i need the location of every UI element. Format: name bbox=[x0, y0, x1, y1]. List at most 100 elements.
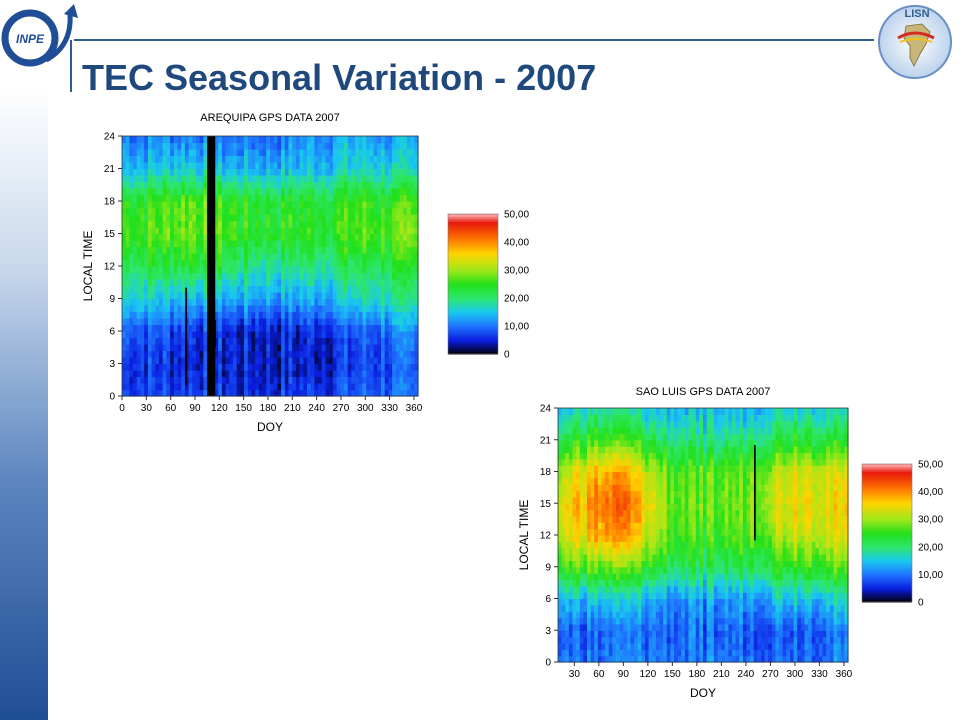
heatmap-cell bbox=[699, 535, 704, 542]
heatmap-cell bbox=[247, 227, 253, 235]
heatmap-cell bbox=[369, 259, 375, 267]
heatmap-cell bbox=[403, 142, 408, 150]
heatmap-cell bbox=[299, 214, 304, 222]
heatmap-cell bbox=[218, 142, 223, 150]
heatmap-cell bbox=[587, 408, 592, 415]
heatmap-cell bbox=[192, 194, 197, 202]
heatmap-cell bbox=[192, 266, 197, 274]
heatmap-cell bbox=[258, 292, 264, 300]
lisn-logo: LISN bbox=[878, 5, 952, 79]
heatmap-cell bbox=[203, 233, 208, 241]
heatmap-cell bbox=[336, 331, 341, 339]
heatmap-cell bbox=[612, 573, 617, 581]
heatmap-cell bbox=[188, 370, 193, 378]
heatmap-cell bbox=[681, 623, 686, 631]
heatmap-cell bbox=[648, 477, 653, 485]
heatmap-cell bbox=[192, 370, 197, 378]
heatmap-cell bbox=[270, 162, 275, 170]
heatmap-cell bbox=[601, 579, 606, 587]
heatmap-cell bbox=[240, 331, 245, 339]
heatmap-cell bbox=[144, 266, 149, 274]
heatmap-cell bbox=[347, 389, 352, 397]
heatmap-cell bbox=[565, 585, 570, 593]
heatmap-cell bbox=[406, 194, 412, 202]
heatmap-cell bbox=[641, 458, 646, 466]
heatmap-cell bbox=[136, 240, 142, 248]
heatmap-cell bbox=[262, 324, 267, 332]
heatmap-cell bbox=[295, 168, 301, 176]
heatmap-cell bbox=[173, 266, 179, 274]
heatmap-cell bbox=[151, 201, 156, 209]
heatmap-cell bbox=[381, 350, 386, 358]
heatmap-cell bbox=[674, 509, 679, 517]
heatmap-cell bbox=[299, 155, 304, 163]
heatmap-cell bbox=[196, 344, 201, 352]
heatmap-cell bbox=[358, 168, 364, 176]
heatmap-cell bbox=[347, 305, 352, 313]
heatmap-cell bbox=[229, 227, 234, 235]
heatmap-cell bbox=[307, 181, 312, 189]
heatmap-cell bbox=[159, 259, 164, 267]
heatmap-cell bbox=[199, 376, 204, 384]
heatmap-cell bbox=[251, 279, 256, 287]
heatmap-cell bbox=[619, 420, 624, 428]
heatmap-cell bbox=[645, 585, 650, 593]
heatmap-cell bbox=[576, 414, 581, 422]
heatmap-cell bbox=[366, 285, 371, 293]
heatmap-cell bbox=[192, 207, 197, 215]
heatmap-cell bbox=[299, 181, 304, 189]
heatmap-cell bbox=[159, 363, 164, 371]
heatmap-cell bbox=[388, 266, 393, 274]
heatmap-cell bbox=[634, 541, 639, 549]
heatmap-cell bbox=[616, 630, 621, 638]
heatmap-cell bbox=[601, 414, 606, 422]
heatmap-cell bbox=[399, 279, 404, 287]
heatmap-cell bbox=[399, 266, 404, 274]
heatmap-cell bbox=[147, 389, 153, 397]
heatmap-cell bbox=[355, 168, 360, 176]
heatmap-cell bbox=[670, 458, 675, 466]
heatmap-cell bbox=[273, 305, 278, 313]
heatmap-cell bbox=[576, 471, 581, 479]
heatmap-cell bbox=[340, 142, 345, 150]
y-tick-label: 21 bbox=[104, 164, 116, 175]
heatmap-cell bbox=[307, 142, 312, 150]
heatmap-cell bbox=[181, 168, 186, 176]
heatmap-cell bbox=[641, 573, 646, 581]
heatmap-cell bbox=[192, 324, 197, 332]
heatmap-cell bbox=[351, 285, 356, 293]
heatmap-cell bbox=[251, 266, 256, 274]
heatmap-cell bbox=[377, 220, 382, 228]
heatmap-cell bbox=[181, 350, 186, 358]
heatmap-cell bbox=[236, 298, 241, 306]
colorbar-swatch bbox=[448, 216, 498, 220]
heatmap-cell bbox=[703, 623, 708, 631]
heatmap-cell bbox=[310, 331, 315, 339]
heatmap-cell bbox=[695, 490, 700, 498]
heatmap-cell bbox=[663, 503, 668, 511]
heatmap-cell bbox=[706, 598, 711, 606]
heatmap-cell bbox=[373, 331, 378, 339]
heatmap-cell bbox=[634, 439, 639, 447]
heatmap-cell bbox=[605, 515, 610, 523]
heatmap-cell bbox=[299, 298, 304, 306]
heatmap-cell bbox=[561, 452, 566, 460]
heatmap-cell bbox=[616, 617, 621, 625]
heatmap-cell bbox=[590, 598, 595, 606]
heatmap-cell bbox=[159, 279, 164, 287]
colorbar-swatch bbox=[448, 314, 498, 318]
heatmap-cell bbox=[170, 253, 175, 261]
heatmap-cell bbox=[258, 227, 264, 235]
heatmap-cell bbox=[303, 311, 308, 319]
heatmap-cell bbox=[321, 318, 327, 326]
heatmap-cell bbox=[601, 515, 606, 523]
heatmap-cell bbox=[144, 188, 149, 196]
heatmap-cell bbox=[303, 272, 308, 280]
heatmap-cell bbox=[273, 253, 278, 261]
heatmap-cell bbox=[299, 285, 304, 293]
heatmap-cell bbox=[258, 168, 264, 176]
heatmap-cell bbox=[403, 266, 408, 274]
heatmap-cell bbox=[406, 376, 412, 384]
heatmap-cell bbox=[568, 566, 574, 574]
